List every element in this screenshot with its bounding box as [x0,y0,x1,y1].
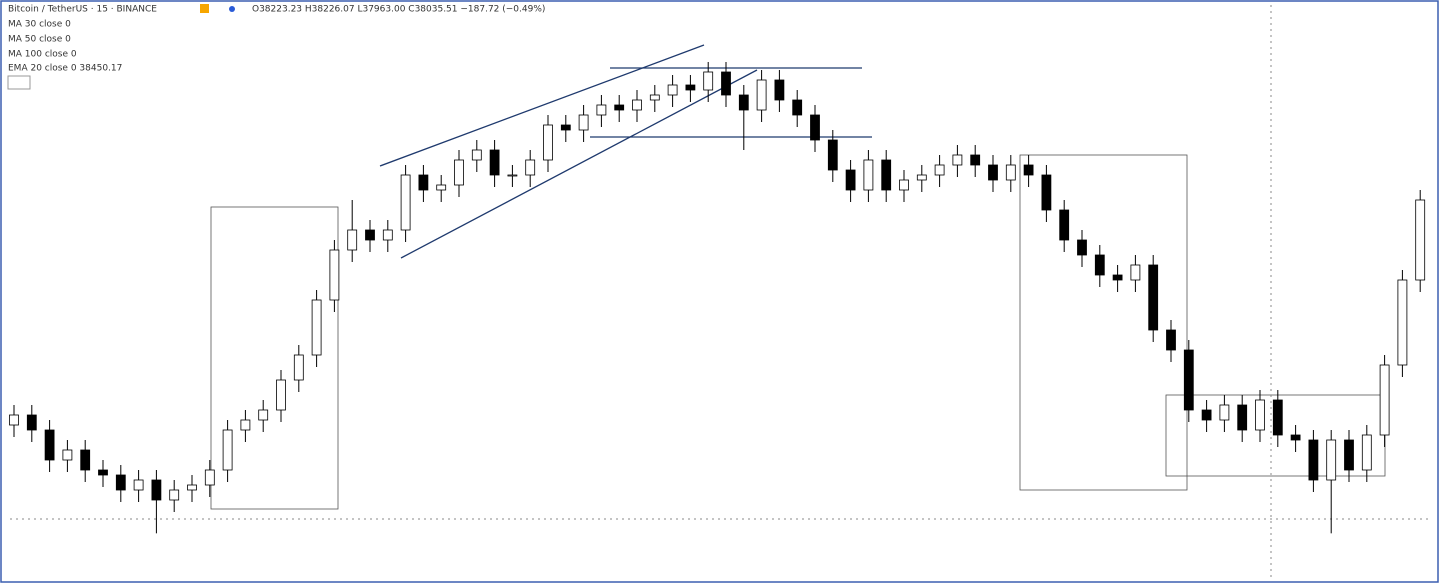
candle-body [1237,404,1248,431]
candle-body [596,104,607,116]
indicator: EMA 20 close 0 38450.17 [8,64,122,74]
candle-body [988,164,998,181]
candle-body [881,159,892,191]
candle-body [1308,439,1319,481]
box [1019,154,1188,491]
candle-body [1415,199,1426,281]
candle-body [347,229,358,251]
candle-body [649,94,660,101]
candle-body [1077,239,1087,256]
candle-body [489,149,500,176]
candle-body [667,84,678,96]
candle-body [507,174,518,177]
candle-body [792,99,803,116]
candle-body [543,124,553,161]
candle-body [1166,329,1176,351]
candle-body [240,419,251,431]
candle-body [1148,264,1159,331]
candle-body [187,484,197,491]
candle-body [418,174,429,191]
box [210,206,339,510]
candle-body [329,249,340,301]
candle-body [311,299,322,356]
candle-body [151,479,162,501]
candle-body [899,179,909,191]
candle-body [845,169,856,191]
candle-body [1201,409,1212,421]
candle-body [276,379,286,411]
candle-body [98,469,108,476]
trendlines [379,44,872,259]
ohlc: O38223.23 H38226.07 L37963.00 C38035.51 … [252,5,545,15]
candle-body [685,84,696,91]
candle-body [1397,279,1408,366]
candle-body [614,104,625,111]
candle-body [774,79,785,101]
candle-body [80,449,91,471]
candle-body [703,71,714,91]
symbol: Bitcoin / TetherUS · 15 · BINANCE [8,5,157,15]
candle-body [1130,264,1141,281]
indicator: MA 50 close 0 [8,35,71,45]
candle-body [863,159,874,191]
candle-body [560,124,571,131]
candle-body [952,154,963,166]
candle-body [62,449,73,461]
candle-body [1344,439,1354,471]
candle-body [382,229,393,241]
candle-body [970,154,981,166]
candle-body [1005,164,1016,181]
candle-body [1379,364,1390,436]
candle-body [115,474,126,491]
candle-body [293,354,304,381]
candle-body [721,71,731,96]
candle-body [222,429,233,471]
candle-body [738,94,749,111]
candle-body [9,414,19,426]
candle-body [1059,209,1070,241]
candle-body [133,479,144,491]
candle-body [1023,164,1034,176]
candle-body [810,114,820,141]
candle-body [1094,254,1105,276]
candle-body [632,99,642,111]
candle-body [471,149,482,161]
candle-body [1041,174,1052,211]
badge [200,4,209,13]
trendline [400,69,758,259]
candle-body [1219,404,1230,421]
candle-body [204,469,215,486]
candle-body [578,114,589,131]
candle-body [1183,349,1194,411]
candle-body [1255,399,1265,431]
candle-body [827,139,838,171]
candle-body [934,164,945,176]
candle-body [1290,434,1301,441]
candle-body [1272,399,1283,436]
candle-body [258,409,269,421]
candle-body [916,174,927,181]
candle-body [1112,274,1123,281]
indicator: MA 30 close 0 [8,20,71,30]
collapse-button[interactable] [7,75,31,90]
candle-body [1361,434,1372,471]
candle-body [44,429,55,461]
candle-body [365,229,375,241]
indicator: MA 100 close 0 [8,50,77,60]
candle-body [436,184,447,191]
candles [9,62,1426,534]
candle-body [400,174,411,231]
candle-body [756,79,767,111]
candle-body [1326,439,1337,481]
candle-body [26,414,37,431]
candle-body [454,159,464,186]
status-dot [229,6,235,12]
candle-body [525,159,536,176]
drawings [210,154,1386,510]
trendline [379,44,705,167]
candle-body [169,489,180,501]
